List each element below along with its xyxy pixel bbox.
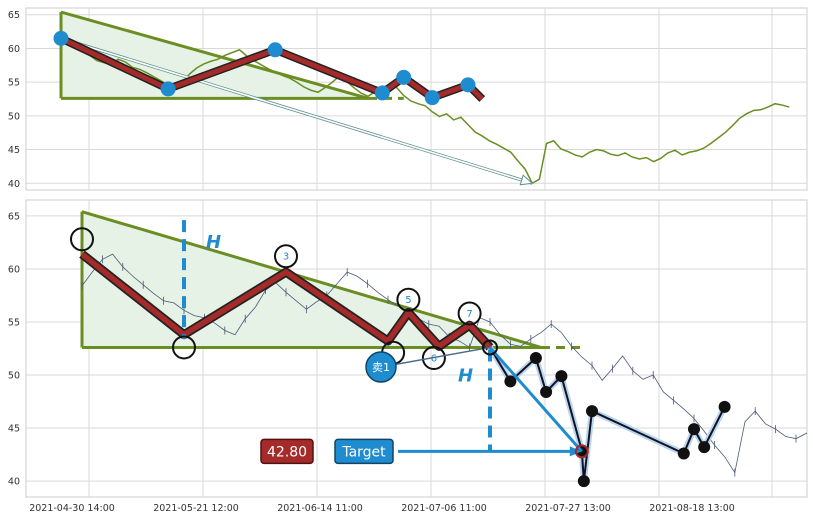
y-tick-label: 60 xyxy=(8,44,20,55)
y-tick-label: 55 xyxy=(8,317,20,328)
y-tick-label: 65 xyxy=(8,211,20,222)
projection-arrow-head xyxy=(519,174,534,186)
plot-content: H H Target 42.80 3 5 6 7 卖1 xyxy=(70,210,807,488)
sell-signal-point xyxy=(482,339,498,356)
pattern-point-marker xyxy=(267,42,283,58)
y-tick-label: 55 xyxy=(8,78,20,89)
post-breakout-point xyxy=(577,475,590,488)
target-projection-line xyxy=(488,346,583,453)
target-value-badge xyxy=(260,438,314,465)
post-breakout-point xyxy=(504,375,517,388)
pattern-point-marker xyxy=(460,77,476,93)
wave-point-number: 6 xyxy=(431,354,437,365)
wave-point-marker xyxy=(70,227,94,252)
pattern-point-marker xyxy=(374,85,390,101)
target-badge-label: Target xyxy=(341,444,386,460)
sell-signal-badge xyxy=(365,351,397,383)
wave-point-marker xyxy=(396,287,421,312)
y-tick-label: 50 xyxy=(8,111,20,122)
h-measure-left-label: H xyxy=(206,232,221,253)
post-breakout-point xyxy=(540,385,553,398)
wave-point-marker xyxy=(457,301,482,326)
pattern-point-marker xyxy=(424,90,440,106)
y-tick-label: 50 xyxy=(8,371,20,382)
x-tick-label: 2021-06-14 11:00 xyxy=(277,503,363,514)
y-tick-label: 65 xyxy=(8,10,20,21)
target-badge xyxy=(334,438,394,465)
x-tick-label: 2021-07-27 13:00 xyxy=(525,503,611,514)
y-tick-label: 40 xyxy=(8,477,20,488)
target-value-label: 42.80 xyxy=(267,444,307,460)
y-tick-label: 45 xyxy=(8,145,20,156)
y-tick-label: 60 xyxy=(8,264,20,275)
pattern-point-marker xyxy=(160,81,176,97)
wave-path xyxy=(80,251,493,350)
x-tick-label: 2021-08-18 13:00 xyxy=(649,503,735,514)
post-breakout-point xyxy=(586,405,598,418)
wave-point-marker xyxy=(172,335,196,360)
x-tick-label: 2021-04-30 14:00 xyxy=(29,503,115,514)
wave-point-marker xyxy=(274,244,298,269)
wave-point-number: 7 xyxy=(466,309,472,320)
post-breakout-point xyxy=(677,447,690,460)
projection-arrow-shaft xyxy=(60,37,533,185)
wave-point-number: 3 xyxy=(283,252,289,263)
triangle-upper-line xyxy=(60,10,369,100)
post-breakout-point xyxy=(718,400,731,413)
top-panel: 40 45 50 55 60 65 xyxy=(8,7,808,191)
pattern-point-marker xyxy=(396,69,412,85)
sell-signal-label: 卖1 xyxy=(372,361,390,374)
y-tick-label: 45 xyxy=(8,424,20,435)
post-breakout-point xyxy=(688,423,700,436)
post-breakout-point xyxy=(555,370,568,383)
post-breakout-point xyxy=(529,352,542,365)
plot-content xyxy=(53,10,790,186)
pattern-point-marker xyxy=(53,30,69,46)
y-tick-label: 40 xyxy=(8,179,20,190)
price-line xyxy=(81,253,807,474)
sell-signal-leader xyxy=(380,346,491,368)
x-tick-label: 2021-07-06 11:00 xyxy=(401,503,487,514)
wave-point-number: 5 xyxy=(405,295,411,306)
bottom-panel: 40 45 50 55 60 65 H H Target 42.80 3 5 6 7 卖1 2021-04-3… xyxy=(8,199,808,514)
post-breakout-point xyxy=(698,441,711,454)
x-tick-label: 2021-05-21 12:00 xyxy=(153,503,239,514)
target-point-ring xyxy=(574,444,589,459)
h-measure-right-label: H xyxy=(458,366,473,387)
wave-point-marker xyxy=(421,346,446,371)
